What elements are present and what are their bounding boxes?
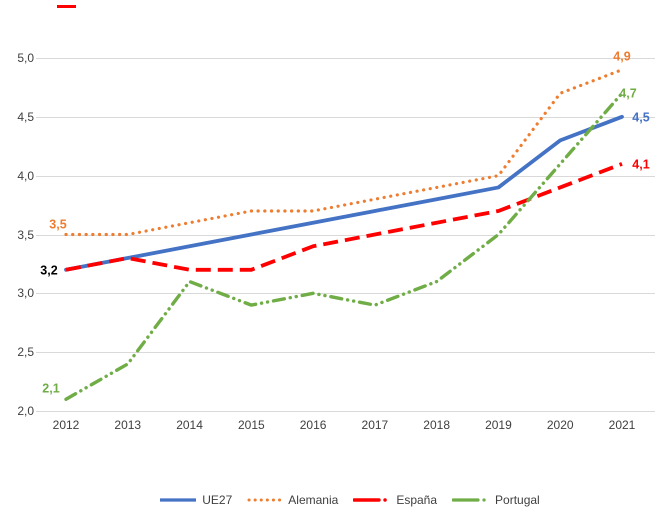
legend-item-alemania: Alemania <box>247 493 338 507</box>
point-label-portugal-2021: 4,7 <box>619 87 636 101</box>
x-tick-label: 2017 <box>361 418 389 432</box>
x-tick-label: 2015 <box>237 418 265 432</box>
point-label-alemania-2021: 4,9 <box>613 50 630 64</box>
legend-item-ue27: UE27 <box>159 493 232 507</box>
legend-marker-solid-line <box>160 498 197 502</box>
legend-label-alemania: Alemania <box>288 493 339 507</box>
y-tick-label: 4,5 <box>17 109 34 124</box>
y-tick-label: 3,5 <box>17 227 34 242</box>
point-label-portugal-2012: 2,1 <box>42 382 59 396</box>
legend-marker-dotted-line <box>247 498 283 502</box>
series-line-portugal <box>64 91 624 401</box>
x-tick-label: 2013 <box>114 418 142 432</box>
legend-label-ue27: UE27 <box>202 493 233 507</box>
point-label-ue27-2021: 4,5 <box>632 111 649 125</box>
y-tick-label: 3,0 <box>17 286 34 301</box>
legend-marker-dash-dot-line <box>452 498 491 502</box>
y-tick-label: 2,5 <box>17 345 34 360</box>
y-tick-label: 5,0 <box>17 51 34 65</box>
point-label-alemania-2012: 3,5 <box>49 218 66 232</box>
series-line-ue27 <box>64 114 624 272</box>
series-line-alemania <box>64 68 624 237</box>
x-tick-label: 2016 <box>299 418 327 432</box>
x-tick-label: 2012 <box>52 418 80 432</box>
gridlines <box>36 58 655 412</box>
legend-item-espana: España <box>353 493 437 507</box>
x-tick-label: 2021 <box>608 418 636 432</box>
point-label-espana-2021: 4,1 <box>632 158 649 172</box>
x-tick-label: 2019 <box>485 418 512 432</box>
y-tick-label: 2,0 <box>17 404 34 418</box>
x-tick-label: 2014 <box>176 418 203 432</box>
x-tick-label: 2018 <box>423 418 450 432</box>
point-label-ue27-2012: 3,2 <box>40 264 57 278</box>
legend-item-portugal: Portugal <box>452 493 540 507</box>
series-lines <box>64 68 624 401</box>
point-labels: 3,5 3,2 2,1 4,9 4,7 4,5 4,1 <box>40 50 649 396</box>
legend-label-portugal: Portugal <box>495 493 540 507</box>
legend: UE27 Alemania España Portugal <box>0 493 665 507</box>
x-tick-label: 2020 <box>546 418 574 432</box>
cropped-red-mark <box>57 5 76 8</box>
y-tick-label: 4,0 <box>17 168 34 183</box>
legend-marker-dash-dot-line <box>353 498 392 502</box>
legend-label-espana: España <box>396 493 438 507</box>
